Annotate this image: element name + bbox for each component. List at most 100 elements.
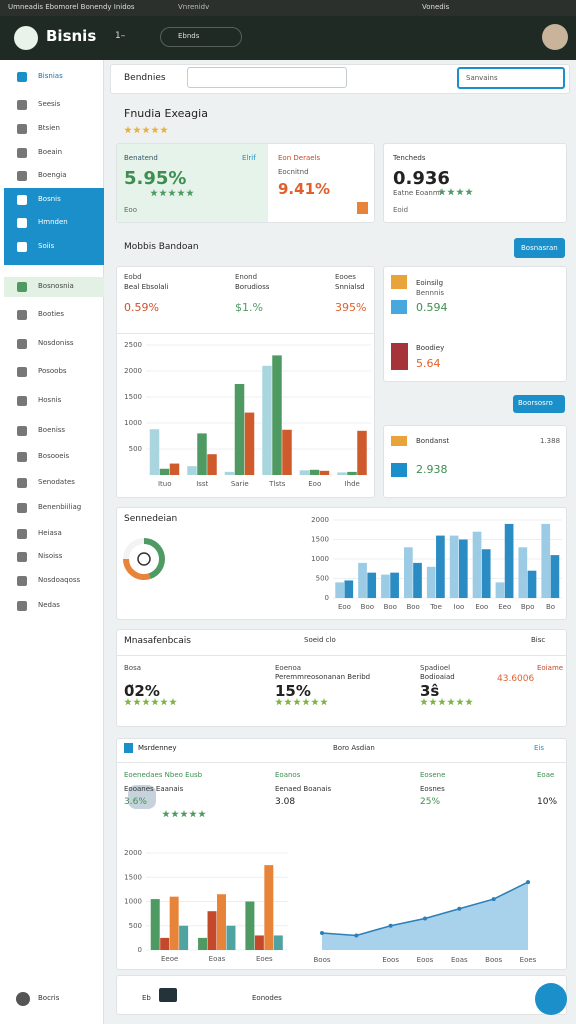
nav-item[interactable]: Seesis xyxy=(38,100,61,108)
x-tick-label: Eoes xyxy=(256,955,273,963)
star xyxy=(171,810,179,818)
point xyxy=(423,916,427,921)
nav-item[interactable]: Btsien xyxy=(38,124,60,132)
nav-item[interactable]: Senodates xyxy=(38,478,75,486)
stat-value: 3.08 xyxy=(275,797,296,807)
icon xyxy=(16,992,30,1006)
nav-item[interactable]: Nisoiss xyxy=(38,552,63,560)
search-box-right[interactable] xyxy=(457,67,565,89)
button-label[interactable]: Boorsosro xyxy=(518,399,553,407)
rating-stars xyxy=(124,698,177,706)
star xyxy=(142,698,150,706)
bar xyxy=(273,935,283,950)
x-tick-label: Eoas xyxy=(209,955,226,963)
stat-label: Bosa xyxy=(124,664,142,672)
star xyxy=(302,698,310,706)
nav-item[interactable]: Bosnis xyxy=(38,195,61,203)
bar xyxy=(169,463,180,475)
stat-sub: Eenaed Boanais xyxy=(275,785,332,793)
stat-value: $1.% xyxy=(235,301,263,314)
nav-icon xyxy=(17,242,27,252)
stat-value: 43.6006 xyxy=(497,674,535,684)
nav-icon xyxy=(17,367,27,377)
card-tag: Elrif xyxy=(242,154,256,162)
nav-item[interactable]: Hosnis xyxy=(38,396,62,404)
x-tick-label: Eoo xyxy=(308,480,321,488)
stat-label: Eoanos xyxy=(275,771,301,779)
nav-item[interactable]: Posoobs xyxy=(38,367,67,375)
nav-item[interactable]: Heiasa xyxy=(38,529,62,537)
nav-icon xyxy=(17,601,27,611)
item-sub: Bennnis xyxy=(416,289,445,297)
nav-item[interactable]: Nosdoniss xyxy=(38,339,74,347)
card-badge xyxy=(357,202,368,214)
nav-item[interactable]: Boeniss xyxy=(38,426,66,434)
search-box[interactable] xyxy=(187,67,347,88)
avatar[interactable] xyxy=(542,24,568,50)
bar xyxy=(481,549,491,598)
nav-item[interactable]: Soiis xyxy=(38,242,55,250)
stat-value: 10% xyxy=(537,797,558,807)
y-tick-label: 2000 xyxy=(124,849,142,857)
bar xyxy=(169,896,179,950)
bar xyxy=(234,384,245,475)
bar xyxy=(495,582,505,598)
stat-sub: Bodioaiad xyxy=(420,673,455,681)
nav-item[interactable]: Boeain xyxy=(38,148,63,156)
x-tick-label: Ioo xyxy=(454,603,465,611)
nav-icon xyxy=(17,452,27,462)
x-tick-label: Bpo xyxy=(521,603,535,611)
header-search[interactable] xyxy=(160,27,242,47)
star xyxy=(198,810,206,818)
fab[interactable] xyxy=(535,983,567,1015)
rating-stars xyxy=(275,698,328,706)
x-tick-label: Eoas xyxy=(451,956,468,964)
nav-item[interactable]: Hmnden xyxy=(38,218,68,226)
nav-item[interactable]: Nosdoaqoss xyxy=(38,576,81,584)
footer-item: Eb xyxy=(142,994,151,1002)
bar-chart: 500 1000 1500 2000 2500 Ituo Isst Sarie Tlsts Eoo… xyxy=(124,341,371,488)
bar xyxy=(550,555,560,598)
nav-icon xyxy=(17,171,27,181)
star xyxy=(438,698,446,706)
stat-sub: Snnialsd xyxy=(335,283,365,291)
nav-icon xyxy=(17,100,27,110)
star xyxy=(160,126,168,134)
card-label: Tencheds xyxy=(393,154,426,162)
bar xyxy=(187,466,197,475)
nav-icon xyxy=(17,426,27,436)
nav-item[interactable]: Bosnosnia xyxy=(38,282,74,290)
star xyxy=(284,698,292,706)
panel xyxy=(383,425,567,498)
nav-item[interactable]: Booties xyxy=(38,310,65,318)
stat-value: 0̃2% xyxy=(124,682,160,700)
menu: 1– xyxy=(115,31,126,41)
nav-icon xyxy=(17,282,27,292)
star xyxy=(151,126,159,134)
star xyxy=(465,188,473,196)
action: Bisc xyxy=(531,636,546,644)
rating-stars xyxy=(420,698,473,706)
toolbar-label: Bendnies xyxy=(124,73,166,83)
bar xyxy=(244,412,255,475)
thumb xyxy=(391,275,407,289)
x-tick-label: Eoos xyxy=(417,956,434,964)
button-label[interactable]: Bosnasran xyxy=(521,244,558,252)
button[interactable] xyxy=(513,395,565,413)
nav-item[interactable]: Benenbiiliag xyxy=(38,503,82,511)
nav-item[interactable]: Boengia xyxy=(38,171,67,179)
bar-chart: 0 500 1000 1500 2000 Eeoe Eoas Eoes xyxy=(124,849,288,963)
card-note: Eoo xyxy=(124,206,137,214)
x-tick-label: Boos xyxy=(485,956,502,964)
nav-item[interactable]: Bisnias xyxy=(38,72,63,80)
search-text: Boro Asdian xyxy=(333,744,375,752)
nav-icon xyxy=(17,396,27,406)
stat-label: Eoiame xyxy=(537,664,564,672)
button[interactable] xyxy=(514,238,565,258)
nav-item[interactable]: Bosooeis xyxy=(38,452,70,460)
nav-item[interactable]: Nedas xyxy=(38,601,60,609)
star xyxy=(429,698,437,706)
star xyxy=(180,810,188,818)
bar xyxy=(504,523,514,598)
bar xyxy=(458,539,468,598)
